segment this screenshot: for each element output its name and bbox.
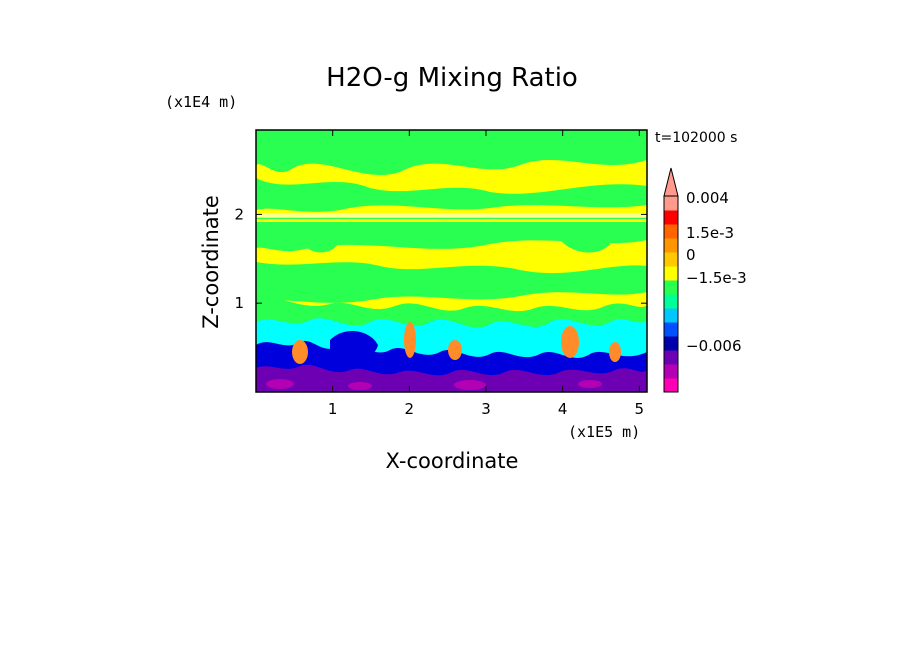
colorbar-frame: [663, 195, 679, 393]
colorbar-swatch: [664, 266, 678, 281]
colorbar-swatch: [664, 224, 678, 239]
colorbar-swatch: [664, 196, 678, 211]
x-axis-label: X-coordinate: [386, 449, 519, 473]
colorbar-tick-label: 0.004: [686, 189, 729, 207]
colorbar-tick-label: 1.5e-3: [686, 224, 734, 242]
x-axis-unit: (x1E5 m): [568, 423, 640, 441]
colorbar-tick-label: 0: [686, 246, 696, 264]
colorbar-swatch: [664, 252, 678, 267]
colorbar-swatch: [664, 378, 678, 393]
chart-title: H2O-g Mixing Ratio: [326, 63, 578, 93]
white-stripe: [256, 213, 647, 217]
colorbar-tick-label: −1.5e-3: [686, 269, 747, 287]
colorbar-swatch: [664, 210, 678, 225]
x-axis: 1 2 3 4 5: [328, 130, 644, 418]
y-tick-label: 2: [234, 205, 244, 223]
y-axis: 12: [234, 205, 647, 312]
colorbar-swatch: [664, 308, 678, 323]
colorbar-swatch: [664, 280, 678, 295]
upper-green-bands: [256, 130, 647, 303]
x-tick-label: 2: [405, 400, 415, 418]
colorbar-tick-label: −0.006: [686, 337, 742, 355]
colorbar: 0.004 1.5e-3 0 −1.5e-3 −0.006: [663, 167, 747, 393]
magenta-spots: [266, 379, 602, 390]
y-axis-label: Z-coordinate: [199, 195, 223, 329]
colorbar-swatch: [664, 336, 678, 351]
colorbar-swatch: [664, 350, 678, 365]
colorbar-swatch: [664, 322, 678, 337]
y-axis-unit: (x1E4 m): [165, 93, 237, 111]
yellow-stripe: [256, 219, 647, 222]
plot-frame: [255, 129, 648, 393]
lower-green-band: [256, 298, 647, 330]
colorbar-swatch: [664, 294, 678, 309]
x-tick-label: 3: [481, 400, 491, 418]
x-tick-label: 5: [635, 400, 645, 418]
y-tick-label: 1: [234, 294, 244, 312]
time-label: t=102000 s: [655, 130, 737, 146]
x-tick-label: 4: [558, 400, 568, 418]
colorbar-swatch: [664, 238, 678, 253]
orange-plumes: [292, 322, 621, 364]
x-tick-label: 1: [328, 400, 338, 418]
colorbar-arrow: [663, 167, 679, 197]
contour-field: [256, 130, 647, 392]
colorbar-swatch: [664, 364, 678, 379]
